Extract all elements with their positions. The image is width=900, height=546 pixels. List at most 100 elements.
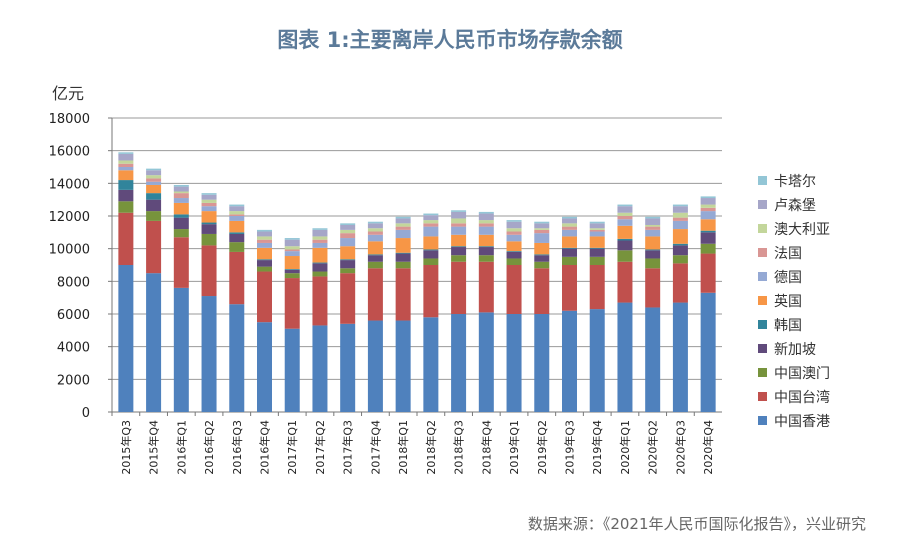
bar-segment (672, 245, 688, 256)
bar-segment (229, 214, 245, 216)
bar-segment (589, 221, 605, 224)
bar-segment (284, 328, 300, 412)
bar-segment (506, 251, 522, 252)
bar-segment (423, 317, 439, 412)
bar-segment (201, 233, 217, 246)
bar-segment (451, 247, 467, 256)
legend-swatch (758, 224, 767, 233)
bar-segment (173, 214, 189, 218)
bar-segment (562, 229, 577, 237)
bar-segment (229, 211, 245, 215)
legend-label: 澳大利亚 (774, 222, 830, 238)
bar-segment (534, 233, 550, 243)
bar-segment (617, 216, 633, 220)
bar-segment (229, 304, 245, 412)
bar-segment (340, 259, 356, 261)
bar-segment (478, 255, 494, 262)
bar-segment (340, 273, 356, 324)
y-tick-label: 0 (82, 406, 90, 421)
bar-segment (534, 255, 550, 262)
bar-segment (617, 225, 633, 239)
bar-segment (367, 223, 383, 229)
bar-segment (146, 273, 162, 412)
bar-segment (451, 261, 467, 314)
y-tick-label: 10000 (49, 243, 90, 258)
bar-segment (562, 310, 577, 412)
bar-segment (118, 180, 134, 190)
x-tick-label: 2020年Q1 (618, 420, 632, 475)
bar-segment (672, 263, 688, 303)
bar-segment (700, 230, 716, 233)
bar-segment (146, 170, 162, 176)
bar-segment (589, 236, 605, 248)
x-tick-label: 2017年Q1 (285, 420, 299, 475)
bar-segment (284, 249, 300, 252)
bar-segment (562, 218, 577, 224)
bar-segment (534, 261, 550, 269)
x-tick-label: 2017年Q3 (341, 420, 355, 475)
bar-segment (173, 287, 189, 412)
bar-segment (201, 222, 217, 225)
bar-segment (700, 232, 716, 244)
bar-segment (478, 312, 494, 412)
bar-segment (617, 212, 633, 216)
bar-segment (201, 202, 217, 207)
bar-segment (395, 252, 411, 254)
bar-segment (423, 213, 439, 216)
bar-segment (645, 258, 661, 269)
bar-segment (201, 206, 217, 212)
bar-segment (118, 201, 134, 213)
bar-segment (367, 255, 383, 262)
bar-segment (367, 228, 383, 232)
bar-segment (700, 253, 716, 293)
bar-segment (312, 247, 328, 263)
bar-segment (257, 260, 272, 267)
x-tick-label: 2015年Q3 (119, 420, 133, 475)
y-tick-label: 2000 (57, 373, 90, 388)
bar-segment (395, 216, 411, 219)
bar-segment (700, 207, 716, 212)
bar-segment (451, 234, 467, 247)
bar-segment (201, 224, 217, 234)
legend-swatch (758, 272, 767, 281)
chart-title: 图表 1:主要离岸人民币市场存款余额 (277, 28, 623, 52)
bar-segment (173, 217, 189, 230)
bar-segment (562, 236, 577, 248)
bar-segment (229, 233, 245, 243)
bar-segment (562, 248, 577, 257)
bar-segment (645, 226, 661, 230)
x-tick-label: 2017年Q4 (368, 420, 382, 475)
x-tick-label: 2019年Q2 (535, 420, 549, 475)
legend-label: 中国香港 (774, 414, 830, 430)
y-tick-label: 6000 (57, 308, 90, 323)
bar-segment (229, 216, 245, 221)
legend-label: 法国 (774, 246, 802, 262)
bar-segment (589, 256, 605, 265)
bar-segment (340, 223, 356, 225)
bar-segment (146, 193, 162, 200)
bar-segment (423, 236, 439, 250)
bar-segment (146, 199, 162, 212)
bar-segment (284, 251, 300, 257)
bar-segment (201, 199, 217, 203)
bar-segment (534, 314, 550, 412)
legend-label: 中国台湾 (774, 389, 830, 406)
bar-segment (173, 229, 189, 238)
bar-segment (700, 243, 716, 254)
bar-segment (506, 314, 522, 412)
bar-segment (589, 231, 605, 237)
x-tick-label: 2019年Q4 (590, 420, 604, 475)
bar-segment (534, 223, 550, 229)
bar-segment (478, 226, 494, 235)
bar-segment (257, 236, 272, 240)
x-tick-label: 2016年Q4 (258, 420, 272, 475)
bar-segment (312, 325, 328, 412)
bar-segment (118, 265, 134, 412)
y-axis-unit-label: 亿元 (52, 84, 85, 103)
bar-segment (146, 175, 162, 179)
legend-swatch (758, 320, 767, 329)
bar-segment (367, 234, 383, 242)
bar-segment (645, 250, 661, 259)
bar-segment (340, 229, 356, 234)
bar-segment (423, 220, 439, 224)
